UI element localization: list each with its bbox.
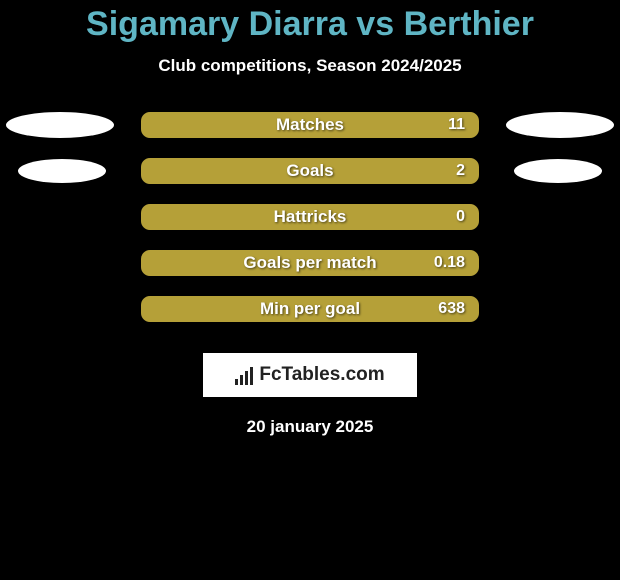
ellipse-right-icon [506, 112, 614, 138]
fctables-logo[interactable]: FcTables.com [203, 353, 417, 397]
stats-comparison-card: Sigamary Diarra vs Berthier Club competi… [0, 0, 620, 437]
stat-value: 638 [438, 300, 465, 318]
stat-value: 2 [456, 162, 465, 180]
ellipse-left-icon [6, 112, 114, 138]
stat-value: 11 [448, 116, 465, 134]
date-label: 20 january 2025 [0, 417, 620, 437]
stat-row-goals: Goals 2 [0, 157, 620, 185]
stat-label: Goals per match [243, 253, 376, 273]
stat-bar: Hattricks 0 [140, 203, 480, 231]
stat-label: Min per goal [260, 299, 360, 319]
stat-value: 0.18 [434, 254, 465, 272]
stat-bar: Goals per match 0.18 [140, 249, 480, 277]
bar-chart-icon [235, 365, 253, 385]
stat-label: Goals [286, 161, 333, 181]
stat-row-goals-per-match: Goals per match 0.18 [0, 249, 620, 277]
ellipse-left-icon [18, 159, 106, 183]
stat-bar: Min per goal 638 [140, 295, 480, 323]
stat-label: Matches [276, 115, 344, 135]
logo-text: FcTables.com [259, 364, 384, 386]
stat-row-min-per-goal: Min per goal 638 [0, 295, 620, 323]
ellipse-right-icon [514, 159, 602, 183]
stat-row-matches: Matches 11 [0, 111, 620, 139]
stat-row-hattricks: Hattricks 0 [0, 203, 620, 231]
page-title: Sigamary Diarra vs Berthier [0, 5, 620, 44]
stat-value: 0 [456, 208, 465, 226]
subtitle: Club competitions, Season 2024/2025 [0, 56, 620, 76]
stat-bar: Matches 11 [140, 111, 480, 139]
stat-bar: Goals 2 [140, 157, 480, 185]
stat-label: Hattricks [274, 207, 347, 227]
